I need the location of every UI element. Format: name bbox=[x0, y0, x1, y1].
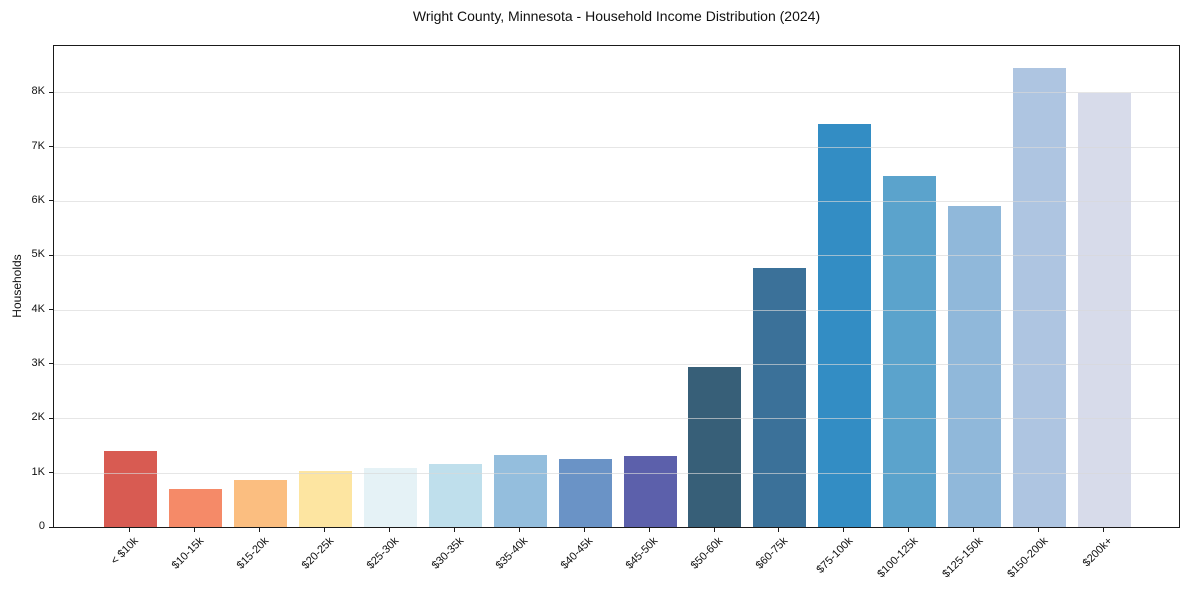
y-tick bbox=[49, 254, 53, 256]
y-tick-label: 0 bbox=[38, 520, 45, 532]
x-tick bbox=[973, 528, 975, 532]
y-tick bbox=[49, 526, 53, 528]
y-tick-label: 7K bbox=[31, 139, 45, 152]
x-tick bbox=[778, 528, 780, 532]
y-tick-label: 1K bbox=[31, 465, 45, 478]
bar-100-125k bbox=[883, 176, 937, 527]
y-tick bbox=[49, 417, 53, 419]
x-tick bbox=[518, 528, 520, 532]
gridline bbox=[54, 309, 1179, 311]
bar-50-60k bbox=[688, 367, 742, 527]
y-tick bbox=[49, 200, 53, 202]
bar-30-35k bbox=[428, 464, 482, 527]
bar-10-15k bbox=[169, 489, 223, 527]
bar-25-30k bbox=[363, 468, 417, 527]
x-tick bbox=[1038, 528, 1040, 532]
y-tick-label: 6K bbox=[31, 193, 45, 206]
x-tick bbox=[583, 528, 585, 532]
gridline bbox=[54, 255, 1179, 257]
y-tick bbox=[49, 363, 53, 365]
bar-20-25k bbox=[298, 471, 352, 527]
x-tick bbox=[129, 528, 131, 532]
x-tick bbox=[453, 528, 455, 532]
bar-75-100k bbox=[818, 123, 872, 527]
bar-150-200k bbox=[1013, 68, 1067, 527]
y-tick-label: 5K bbox=[31, 248, 45, 261]
y-tick bbox=[49, 472, 53, 474]
gridline bbox=[54, 363, 1179, 365]
x-tick bbox=[388, 528, 390, 532]
bar-35-40k bbox=[493, 455, 547, 527]
gridline bbox=[54, 472, 1179, 474]
plot-area bbox=[53, 45, 1180, 528]
x-tick bbox=[1103, 528, 1104, 532]
y-tick-label: 3K bbox=[31, 356, 45, 369]
chart-title: Wright County, Minnesota - Household Inc… bbox=[412, 8, 821, 24]
bar-15-20k bbox=[233, 479, 287, 527]
x-tick bbox=[194, 528, 195, 532]
y-tick-label: 4K bbox=[31, 302, 45, 315]
y-tick bbox=[49, 309, 53, 311]
bar-60-75k bbox=[753, 268, 807, 527]
bar-40-45k bbox=[558, 458, 612, 527]
gridline bbox=[54, 92, 1179, 94]
y-tick bbox=[49, 91, 53, 93]
y-tick-label: 2K bbox=[31, 411, 45, 424]
y-tick-label: 8K bbox=[31, 85, 45, 98]
x-tick bbox=[908, 528, 910, 532]
x-tick bbox=[713, 528, 715, 532]
gridline bbox=[54, 146, 1179, 148]
x-tick bbox=[648, 528, 650, 532]
bar-45-50k bbox=[623, 456, 677, 527]
gridline bbox=[54, 418, 1179, 420]
x-tick bbox=[259, 528, 260, 532]
y-tick bbox=[49, 146, 53, 147]
gridline bbox=[54, 200, 1179, 202]
x-tick bbox=[323, 528, 325, 532]
x-tick bbox=[843, 528, 845, 532]
bar-10k bbox=[104, 450, 158, 527]
